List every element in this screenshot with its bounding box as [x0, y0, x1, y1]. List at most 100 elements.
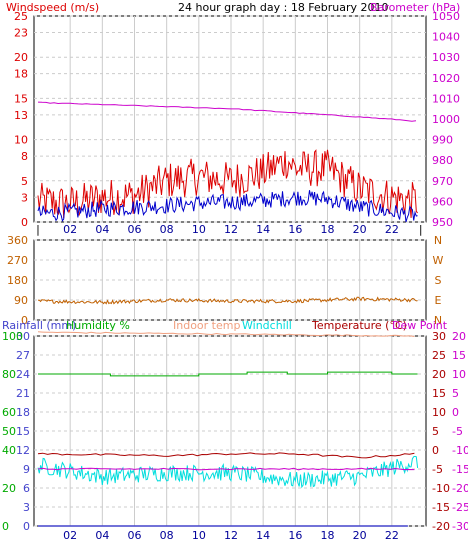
dewpoint-tick-label: -30: [452, 520, 468, 533]
direction-tick-label: 360: [7, 234, 28, 247]
rainfall-tick-label: 21: [16, 387, 30, 400]
rainfall-tick-label: 3: [23, 501, 30, 514]
windspeed-tick-label: 5: [21, 175, 28, 188]
legend-indoor-temp: Indoor temp: [173, 319, 240, 332]
windspeed-tick-label: 3: [21, 191, 28, 204]
temperature-tick-label: 20: [432, 368, 446, 381]
time-tick-label: 10: [192, 529, 206, 542]
dewpoint-tick-label: 15: [452, 349, 466, 362]
dewpoint-line: [37, 467, 415, 471]
time-tick-label: 18: [321, 529, 335, 542]
barometer-tick-label: 970: [432, 175, 453, 188]
barometer-tick-label: 1050: [432, 10, 460, 23]
windspeed-tick-label: 15: [14, 92, 28, 105]
dewpoint-tick-label: -20: [452, 482, 468, 495]
temperature-tick-label: 10: [432, 406, 446, 419]
windspeed-tick-label: 18: [14, 68, 28, 81]
rainfall-tick-label: 12: [16, 444, 30, 457]
direction-tick-label: 180: [7, 274, 28, 287]
indoor-temp-line: [37, 331, 415, 337]
dewpoint-tick-label: 20: [452, 330, 466, 343]
time-tick-label: 02: [63, 223, 77, 236]
barometer-tick-label: 1000: [432, 113, 460, 126]
climate-panel-frame: [33, 335, 427, 527]
direction-tick-label: 90: [14, 294, 28, 307]
barometer-tick-label: 990: [432, 134, 453, 147]
dewpoint-tick-label: -10: [452, 444, 468, 457]
time-tick-label: 12: [224, 223, 238, 236]
time-tick-edge: |: [36, 223, 40, 236]
humidity-tick-label: 50: [2, 425, 16, 438]
barometer-tick-label: 950: [432, 216, 453, 229]
compass-tick-label: S: [435, 274, 442, 287]
time-tick-label: 08: [160, 223, 174, 236]
time-tick-label: 02: [63, 529, 77, 542]
temperature-line: [37, 452, 415, 459]
time-tick-label: 06: [128, 223, 142, 236]
temperature-tick-label: -5: [432, 463, 443, 476]
windspeed-tick-label: 0: [21, 216, 28, 229]
humidity-tick-label: 80: [2, 368, 16, 381]
legend-temperature: Temperature (°C): [311, 319, 407, 332]
compass-tick-label: W: [433, 254, 444, 267]
time-tick-label: 20: [353, 223, 367, 236]
humidity-tick-label: 40: [2, 444, 16, 457]
humidity-tick-label: 60: [2, 406, 16, 419]
direction-tick-label: 0: [21, 314, 28, 327]
barometer-line: [37, 101, 417, 122]
windchill-line: [37, 455, 419, 489]
temperature-tick-label: 25: [432, 349, 446, 362]
compass-tick-label: E: [435, 294, 442, 307]
legend-humidity: Humidity %: [66, 319, 130, 332]
windspeed-average-line: [37, 190, 418, 223]
windspeed-tick-label: 10: [14, 134, 28, 147]
windspeed-gust-line: [37, 149, 418, 219]
barometer-tick-label: 1020: [432, 72, 460, 85]
compass-tick-label: N: [434, 314, 442, 327]
rainfall-tick-label: 15: [16, 425, 30, 438]
time-tick-label: 12: [224, 529, 238, 542]
rainfall-tick-label: 27: [16, 349, 30, 362]
humidity-line: [38, 371, 418, 377]
legend-windchill: Windchill: [242, 319, 292, 332]
rainfall-tick-label: 18: [16, 406, 30, 419]
humidity-tick-label: 100: [2, 330, 23, 343]
barometer-axis-title: Barometer (hPa): [370, 1, 460, 14]
time-tick-label: 06: [128, 529, 142, 542]
wind-panel-frame: [33, 15, 427, 223]
rainfall-tick-label: 6: [23, 482, 30, 495]
windspeed-axis-title: Windspeed (m/s): [6, 1, 99, 14]
compass-tick-label: N: [434, 234, 442, 247]
rainfall-tick-label: 30: [16, 330, 30, 343]
dewpoint-tick-label: 5: [452, 387, 459, 400]
humidity-tick-label: 20: [2, 482, 16, 495]
temperature-tick-label: -20: [432, 520, 450, 533]
legend-rainfall: Rainfall (mm): [2, 319, 76, 332]
barometer-tick-label: 1030: [432, 51, 460, 64]
dewpoint-tick-label: 0: [452, 406, 459, 419]
time-tick-label: 04: [95, 529, 109, 542]
windspeed-tick-label: 8: [21, 150, 28, 163]
temperature-tick-label: 15: [432, 387, 446, 400]
temperature-tick-label: 0: [432, 444, 439, 457]
rainfall-tick-label: 24: [16, 368, 30, 381]
time-tick-label: 16: [288, 529, 302, 542]
dewpoint-tick-label: 10: [452, 368, 466, 381]
time-tick-label: 16: [288, 223, 302, 236]
time-tick-label: 18: [321, 223, 335, 236]
time-tick-label: 14: [256, 223, 270, 236]
wind-direction-line: [37, 296, 418, 305]
temperature-tick-label: 30: [432, 330, 446, 343]
barometer-tick-label: 1010: [432, 92, 460, 105]
time-tick-label: 04: [95, 223, 109, 236]
dewpoint-tick-label: -15: [452, 463, 468, 476]
windspeed-tick-label: 25: [14, 10, 28, 23]
chart-title: 24 hour graph day : 18 February 2010: [178, 1, 389, 14]
temperature-tick-label: -15: [432, 501, 450, 514]
barometer-tick-label: 960: [432, 195, 453, 208]
time-tick-label: 22: [385, 223, 399, 236]
windspeed-tick-label: 23: [14, 26, 28, 39]
dewpoint-tick-label: -5: [452, 425, 463, 438]
rainfall-tick-label: 9: [23, 463, 30, 476]
